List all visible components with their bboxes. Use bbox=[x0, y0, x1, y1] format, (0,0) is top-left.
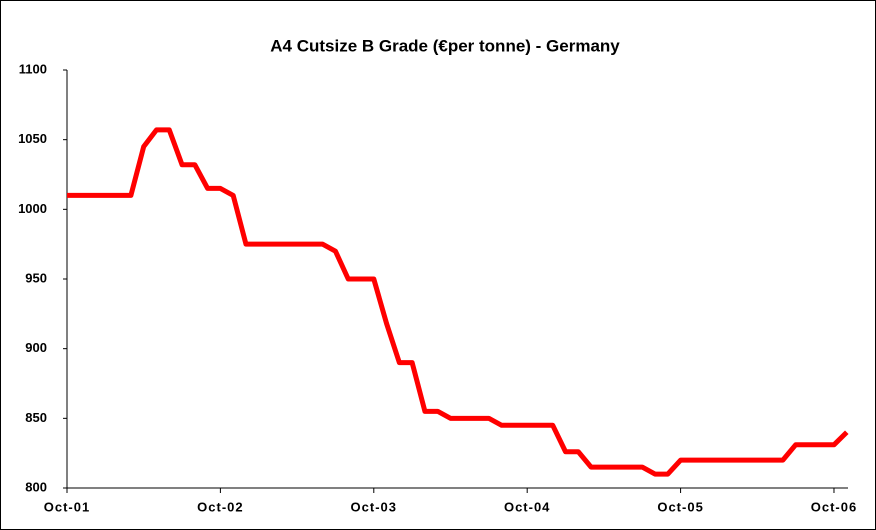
chart-title: A4 Cutsize B Grade (€per tonne) - German… bbox=[270, 36, 620, 55]
x-tick-label: Oct-06 bbox=[811, 499, 857, 514]
x-tick-label: Oct-03 bbox=[351, 499, 397, 514]
x-tick-label: Oct-02 bbox=[197, 499, 243, 514]
x-tick-label: Oct-05 bbox=[657, 499, 703, 514]
y-tick-label: 1100 bbox=[19, 61, 47, 76]
y-tick-label: 800 bbox=[25, 479, 47, 494]
x-tick-label: Oct-04 bbox=[504, 499, 550, 514]
x-tick-label: Oct-01 bbox=[44, 499, 90, 514]
y-tick-label: 950 bbox=[25, 270, 47, 285]
y-tick-label: 900 bbox=[25, 340, 47, 355]
data-line bbox=[67, 127, 849, 477]
y-tick-label: 1000 bbox=[18, 201, 47, 216]
y-tick-label: 1050 bbox=[18, 131, 47, 146]
y-tick-label: 850 bbox=[25, 410, 47, 425]
